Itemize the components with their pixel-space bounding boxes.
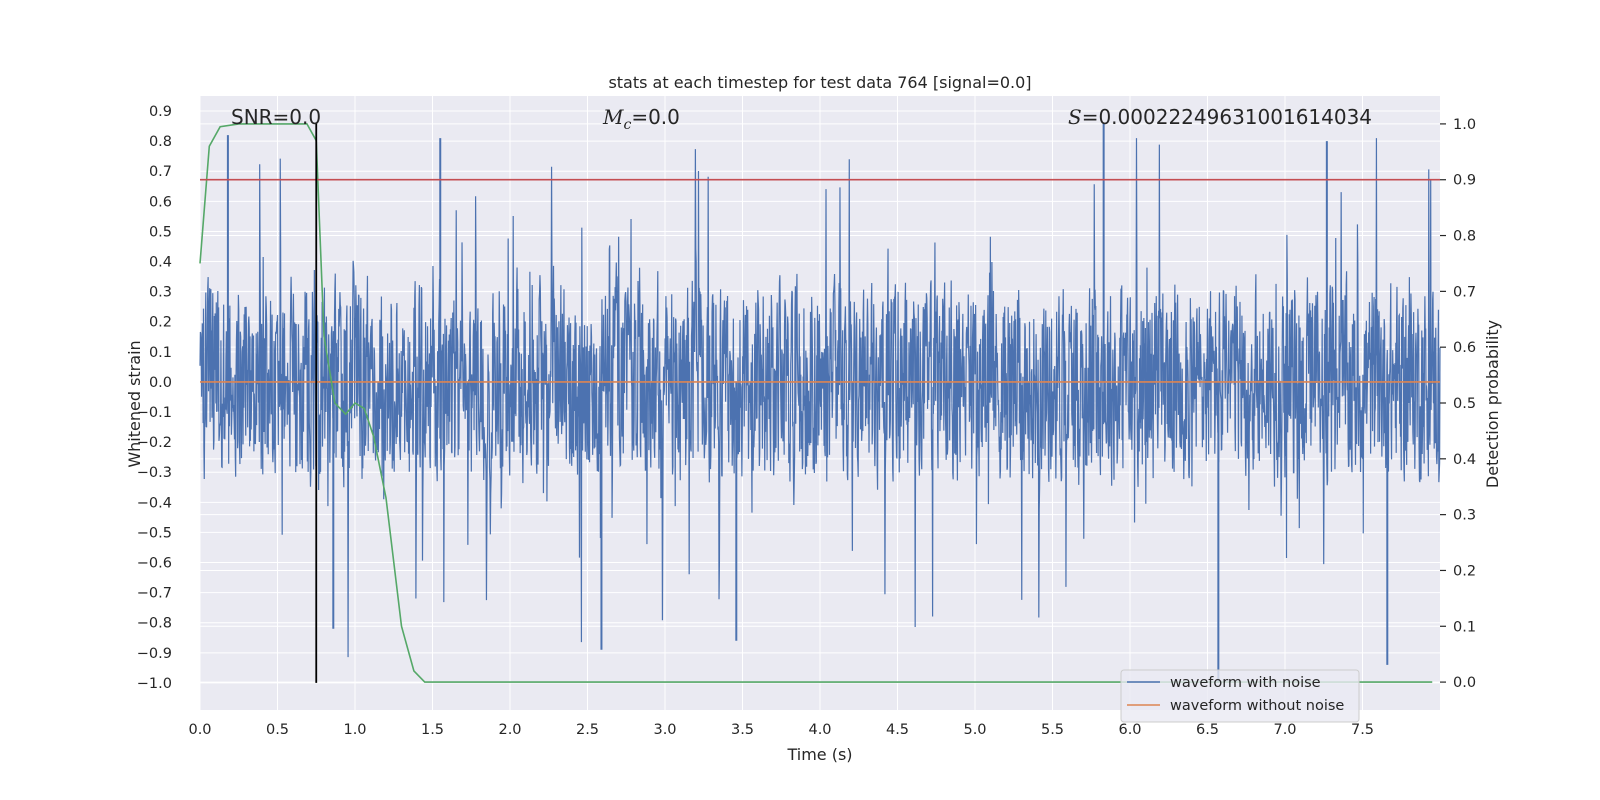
y-tick-label: −0.5 [137, 525, 172, 541]
y-tick-label: −1.0 [137, 676, 172, 692]
x-tick-label: 4.5 [886, 722, 909, 738]
y-tick-label: −0.3 [137, 465, 172, 481]
x-tick-label: 7.0 [1273, 722, 1296, 738]
y-tick-label: −0.4 [137, 495, 172, 511]
x-tick-label: 2.0 [498, 722, 521, 738]
x-tick-label: 1.0 [343, 722, 366, 738]
x-axis-label: Time (s) [786, 745, 852, 764]
x-tick-label: 3.5 [731, 722, 754, 738]
y-tick-label: −0.7 [137, 586, 172, 602]
snr-annotation: SNR=0.0 [231, 105, 321, 129]
y-tick-label: 0.0 [149, 375, 172, 391]
y-tick-label: 0.8 [149, 134, 172, 150]
x-tick-label: 1.5 [421, 722, 444, 738]
x-tick-label: 0.0 [188, 722, 211, 738]
y2-tick-label: 0.8 [1453, 229, 1476, 245]
x-tick-label: 6.5 [1196, 722, 1219, 738]
y-tick-label: 0.7 [149, 164, 172, 180]
tick-labels: 0.0 0.5 1.0 1.5 2.0 2.5 3.0 3.5 4.0 4.5 5.0 5.5 6.0 6… [137, 104, 1476, 738]
x-tick-label: 0.5 [266, 722, 289, 738]
y2-tick-label: 0.9 [1453, 173, 1476, 189]
y-tick-label: −0.9 [137, 646, 172, 662]
y2-tick-label: 0.1 [1453, 619, 1476, 635]
y-tick-label: −0.8 [137, 616, 172, 632]
x-tick-label: 4.0 [808, 722, 831, 738]
y2-tick-label: 0.7 [1453, 284, 1476, 300]
legend-label-with-noise: waveform with noise [1170, 675, 1321, 691]
y-tick-label: 0.4 [149, 255, 172, 271]
legend-label-without-noise: waveform without noise [1170, 698, 1344, 714]
x-tick-label: 5.5 [1041, 722, 1064, 738]
y-tick-label: 0.6 [149, 194, 172, 210]
y2-tick-label: 0.2 [1453, 563, 1476, 579]
y-tick-label: −0.6 [137, 556, 172, 572]
y2-tick-label: 1.0 [1453, 117, 1476, 133]
y2-tick-label: 0.0 [1453, 675, 1476, 691]
y2-tick-label: 0.3 [1453, 508, 1476, 524]
x-tick-label: 7.5 [1351, 722, 1374, 738]
y-tick-label: 0.5 [149, 224, 172, 240]
y-axis-label: Whitened strain [125, 340, 144, 467]
legend-box [1120, 669, 1360, 723]
y-tick-label: −0.2 [137, 435, 172, 451]
y-tick-label: 0.3 [149, 285, 172, 301]
legend: waveform with noise waveform without noi… [1120, 669, 1360, 723]
x-tick-label: 5.0 [963, 722, 986, 738]
x-tick-label: 6.0 [1118, 722, 1141, 738]
x-tick-label: 3.0 [653, 722, 676, 738]
y-tick-label: 0.2 [149, 315, 172, 331]
y2-axis-label: Detection probability [1483, 320, 1502, 488]
y2-tick-label: 0.4 [1453, 452, 1476, 468]
y2-tick-label: 0.6 [1453, 340, 1476, 356]
y-tick-label: 0.1 [149, 345, 172, 361]
x-tick-label: 2.5 [576, 722, 599, 738]
score-annotation: S=0.00022249631001614034 [1068, 105, 1372, 129]
y2-tick-label: 0.5 [1453, 396, 1476, 412]
y-tick-label: 0.9 [149, 104, 172, 120]
detection-probability-line [199, 123, 1433, 683]
chirp-mass-annotation: Mc=0.0 [602, 105, 680, 133]
signal-layer [199, 123, 1441, 683]
chart-title: stats at each timestep for test data 764… [608, 73, 1031, 92]
waveform-with-noise-line [199, 138, 1441, 658]
y-tick-label: −0.1 [137, 405, 172, 421]
